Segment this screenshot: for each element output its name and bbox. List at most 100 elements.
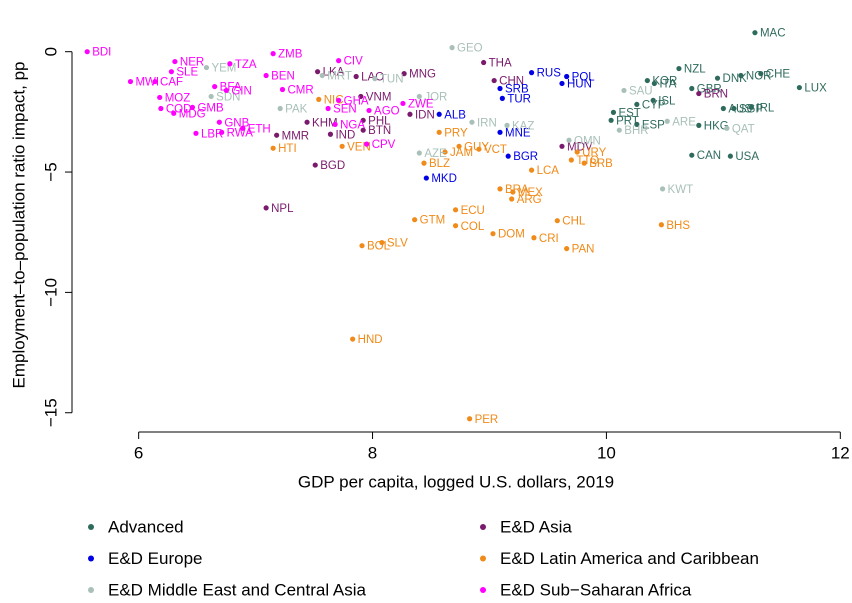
point-label: BLZ [429, 158, 450, 170]
point [748, 104, 755, 110]
point-label: CRI [539, 233, 559, 245]
point [621, 87, 627, 94]
point-label: YEM [211, 63, 236, 75]
point-label: PER [475, 414, 499, 426]
point-label: NIC [324, 94, 344, 106]
point [263, 72, 269, 79]
point [650, 97, 656, 103]
point-label: KWT [668, 184, 694, 196]
point [442, 149, 448, 155]
point-label: ETH [248, 123, 271, 135]
point [421, 160, 427, 166]
y-tick-label: −10 [41, 278, 60, 307]
point [564, 73, 570, 80]
point-label: NOR [746, 71, 772, 83]
point-label: ESP [642, 119, 665, 131]
point [227, 61, 233, 67]
point-label: CHL [562, 216, 586, 228]
point [634, 101, 640, 108]
point-label: SLV [387, 238, 408, 250]
point [689, 152, 695, 158]
point [758, 71, 764, 77]
point-label: CAN [697, 150, 721, 162]
point [327, 131, 334, 137]
legend-marker [88, 587, 94, 593]
point-label: MEX [518, 187, 543, 199]
legend-label: Advanced [108, 517, 184, 536]
point [208, 93, 214, 100]
point-label: GTM [420, 215, 446, 227]
point-label: ISL [658, 95, 676, 107]
point-label: NGA [340, 119, 365, 131]
point-label: EST [618, 107, 640, 119]
legend-marker [480, 587, 486, 593]
point-label: QAT [732, 123, 755, 135]
point-label: BOL [367, 241, 391, 253]
point-label: TZA [235, 59, 257, 71]
point [360, 127, 366, 133]
point-label: BEN [271, 71, 295, 83]
point [616, 127, 622, 133]
legend-label: E&D Europe [108, 549, 203, 568]
legend-marker [88, 524, 94, 530]
point [423, 175, 429, 181]
x-tick-label: 6 [134, 443, 143, 462]
point [659, 186, 666, 192]
y-tick-label: 0 [41, 47, 60, 56]
point [274, 132, 280, 138]
point [574, 149, 580, 155]
legend-marker [480, 555, 486, 562]
point-label: GUY [464, 141, 489, 153]
point-label: GHA [344, 95, 369, 107]
point [332, 121, 338, 127]
point [796, 84, 802, 91]
point [696, 90, 702, 97]
point [528, 70, 535, 76]
point-label: DNK [723, 73, 748, 85]
point [581, 160, 587, 166]
point-label: GEO [457, 43, 483, 55]
point-label: HKG [704, 120, 729, 132]
point [490, 231, 496, 237]
point [689, 85, 695, 92]
point [610, 109, 617, 115]
point [436, 129, 442, 135]
point [634, 121, 640, 127]
point [358, 93, 364, 100]
point-label: BGD [320, 160, 345, 172]
point [216, 119, 222, 125]
point [559, 143, 565, 149]
point [566, 137, 572, 143]
point [564, 245, 570, 252]
point-label: ALB [444, 109, 466, 121]
point [504, 122, 510, 128]
point [456, 143, 462, 149]
point [364, 141, 370, 147]
point [497, 186, 503, 192]
point [752, 30, 758, 36]
point-label: THA [489, 58, 512, 70]
point [401, 71, 407, 77]
point [644, 77, 650, 84]
point [497, 129, 503, 135]
point-label: SRB [505, 84, 529, 96]
point-label: MNE [505, 127, 531, 139]
point-label: AZE [424, 148, 447, 160]
x-tick-label: 8 [368, 443, 377, 462]
point [127, 78, 134, 85]
point [212, 83, 218, 90]
point [203, 64, 210, 71]
point-label: RUS [537, 68, 562, 80]
point-label: CPV [372, 139, 396, 151]
point-label: PRY [444, 127, 468, 139]
point [664, 118, 670, 124]
point [400, 100, 406, 107]
series: GEO MRT YEM KWT QAT BHR OMN KAZ IRN AZE PAK SDN TUN J… [203, 43, 755, 196]
point [219, 129, 225, 135]
point-label: TUR [507, 93, 531, 105]
point [559, 80, 565, 87]
point-label: LCA [537, 165, 560, 177]
point-label: BGR [513, 151, 538, 163]
